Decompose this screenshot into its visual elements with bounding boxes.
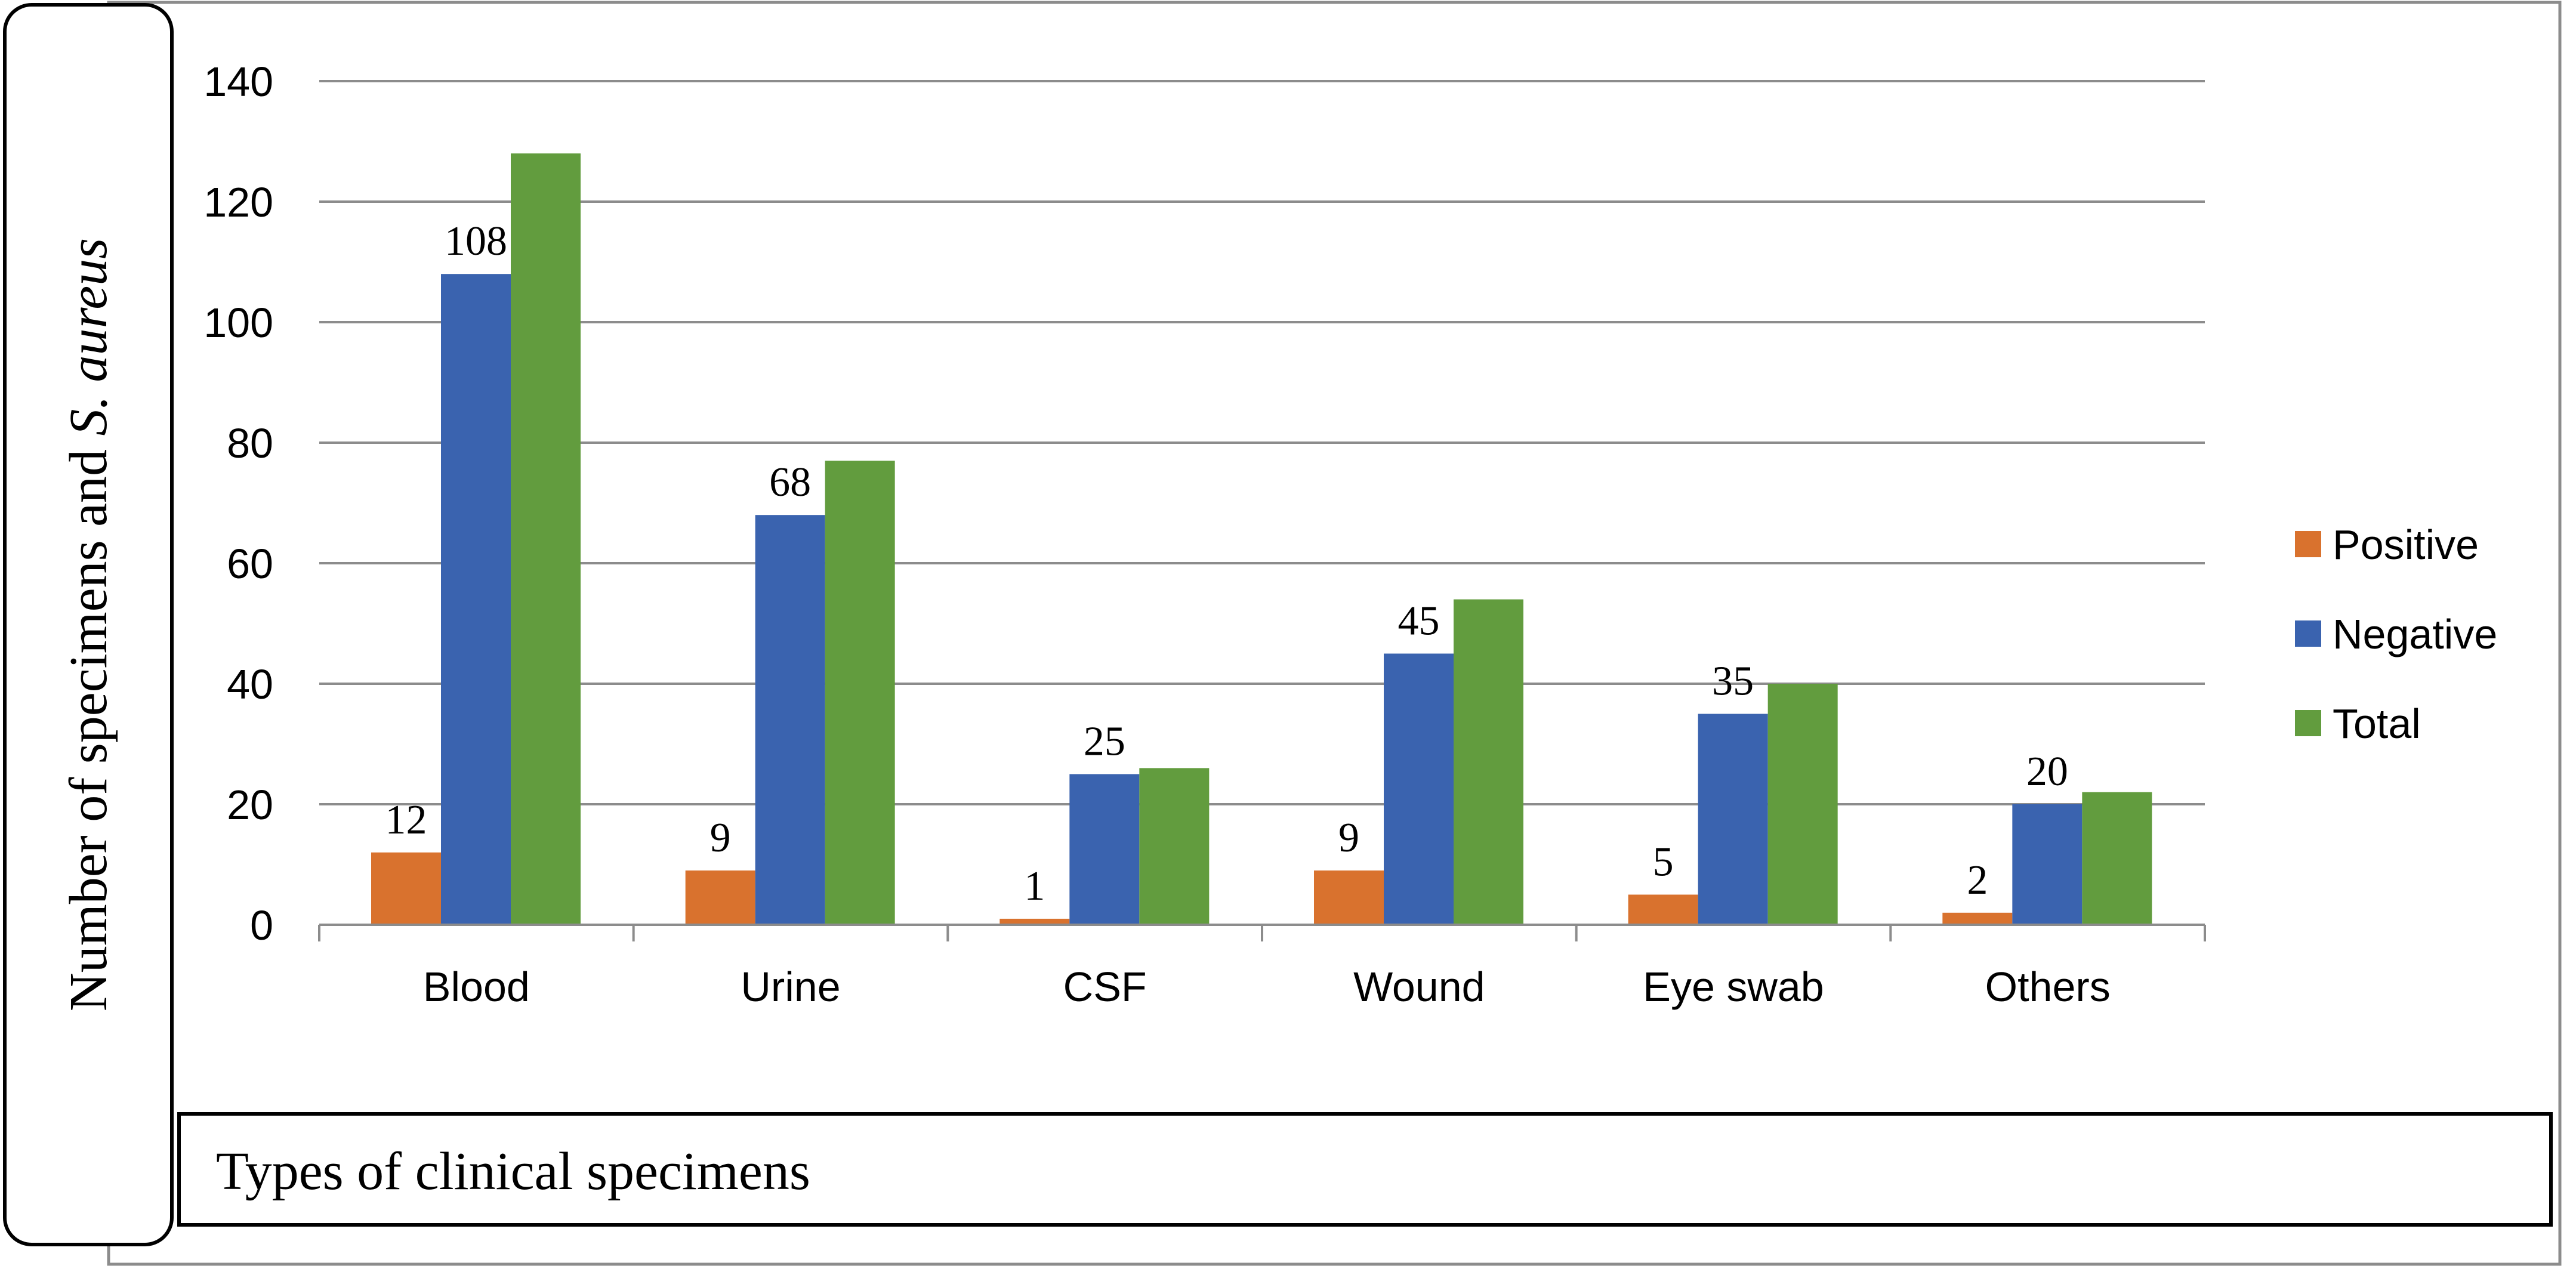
legend-label-positive: Positive bbox=[2333, 521, 2479, 568]
category-label-csf: CSF bbox=[1063, 964, 1147, 1010]
y-tick-label-80: 80 bbox=[227, 420, 273, 467]
xlabel: Types of clinical specimens bbox=[216, 1142, 810, 1201]
x-axis bbox=[318, 924, 2206, 941]
bar-negative-urine bbox=[755, 515, 825, 925]
data-label-positive-eye-swab: 5 bbox=[1653, 839, 1674, 885]
xlabel-box bbox=[177, 1112, 2553, 1227]
y-tick-label-120: 120 bbox=[203, 179, 273, 226]
bar-total-blood bbox=[511, 153, 581, 925]
data-label-positive-others: 2 bbox=[1967, 857, 1988, 903]
ylabel-italic: S. aureus bbox=[59, 238, 118, 436]
y-tick-label-140: 140 bbox=[203, 58, 273, 105]
bar-positive-wound bbox=[1314, 870, 1384, 925]
data-label-negative-urine: 68 bbox=[769, 459, 811, 505]
data-label-negative-csf: 25 bbox=[1084, 719, 1125, 765]
legend-swatch-negative bbox=[2295, 620, 2321, 647]
y-axis-ticks: 0 20 40 60 80 100 120 140 bbox=[203, 58, 273, 949]
ylabel: Number of specimens and S. aureus bbox=[59, 238, 118, 1011]
data-label-positive-csf: 1 bbox=[1024, 863, 1045, 909]
bar-positive-eye-swab bbox=[1628, 894, 1698, 925]
y-tick-label-20: 20 bbox=[227, 782, 273, 828]
legend-label-total: Total bbox=[2333, 700, 2421, 747]
y-tick-label-0: 0 bbox=[250, 902, 273, 949]
legend-label-negative: Negative bbox=[2333, 611, 2497, 657]
bar-positive-others bbox=[1942, 912, 2013, 925]
ylabel-prefix: Number of specimens and bbox=[59, 436, 118, 1011]
legend-swatch-positive bbox=[2295, 531, 2321, 557]
bar-negative-wound bbox=[1384, 653, 1454, 925]
bar-negative-csf bbox=[1069, 774, 1140, 925]
category-label-urine: Urine bbox=[741, 964, 840, 1010]
bar-negative-blood bbox=[441, 274, 511, 925]
bar-positive-csf bbox=[999, 918, 1070, 925]
category-label-eye-swab: Eye swab bbox=[1643, 964, 1824, 1010]
category-label-others: Others bbox=[1985, 964, 2111, 1010]
bar-negative-eye-swab bbox=[1698, 714, 1768, 925]
bar-total-urine bbox=[825, 461, 895, 925]
data-label-positive-wound: 9 bbox=[1338, 815, 1359, 861]
category-label-wound: Wound bbox=[1353, 964, 1485, 1010]
bar-total-wound bbox=[1454, 599, 1523, 925]
data-labels: 12 108 9 68 1 25 9 45 5 35 2 20 bbox=[385, 218, 2068, 909]
gridlines bbox=[319, 80, 2205, 805]
data-label-negative-eye-swab: 35 bbox=[1712, 659, 1754, 705]
bar-negative-others bbox=[2012, 804, 2083, 925]
category-label-blood: Blood bbox=[423, 964, 530, 1010]
y-tick-label-100: 100 bbox=[203, 300, 273, 346]
legend: Positive Negative Total bbox=[2295, 521, 2497, 747]
legend-swatch-total bbox=[2295, 710, 2321, 736]
y-tick-label-40: 40 bbox=[227, 661, 273, 708]
data-label-positive-blood: 12 bbox=[385, 797, 427, 843]
data-label-negative-wound: 45 bbox=[1398, 598, 1440, 644]
bars bbox=[371, 153, 2152, 925]
bar-total-eye-swab bbox=[1767, 684, 1838, 925]
data-label-negative-blood: 108 bbox=[445, 218, 507, 264]
y-tick-label-60: 60 bbox=[227, 541, 273, 587]
bar-positive-blood bbox=[371, 852, 441, 925]
category-labels: Blood Urine CSF Wound Eye swab Others bbox=[423, 964, 2111, 1010]
bar-total-csf bbox=[1139, 768, 1210, 925]
data-label-negative-others: 20 bbox=[2026, 749, 2068, 795]
data-label-positive-urine: 9 bbox=[710, 815, 731, 861]
bar-positive-urine bbox=[685, 870, 755, 925]
bar-total-others bbox=[2082, 792, 2152, 925]
ylabel-box bbox=[3, 3, 174, 1246]
